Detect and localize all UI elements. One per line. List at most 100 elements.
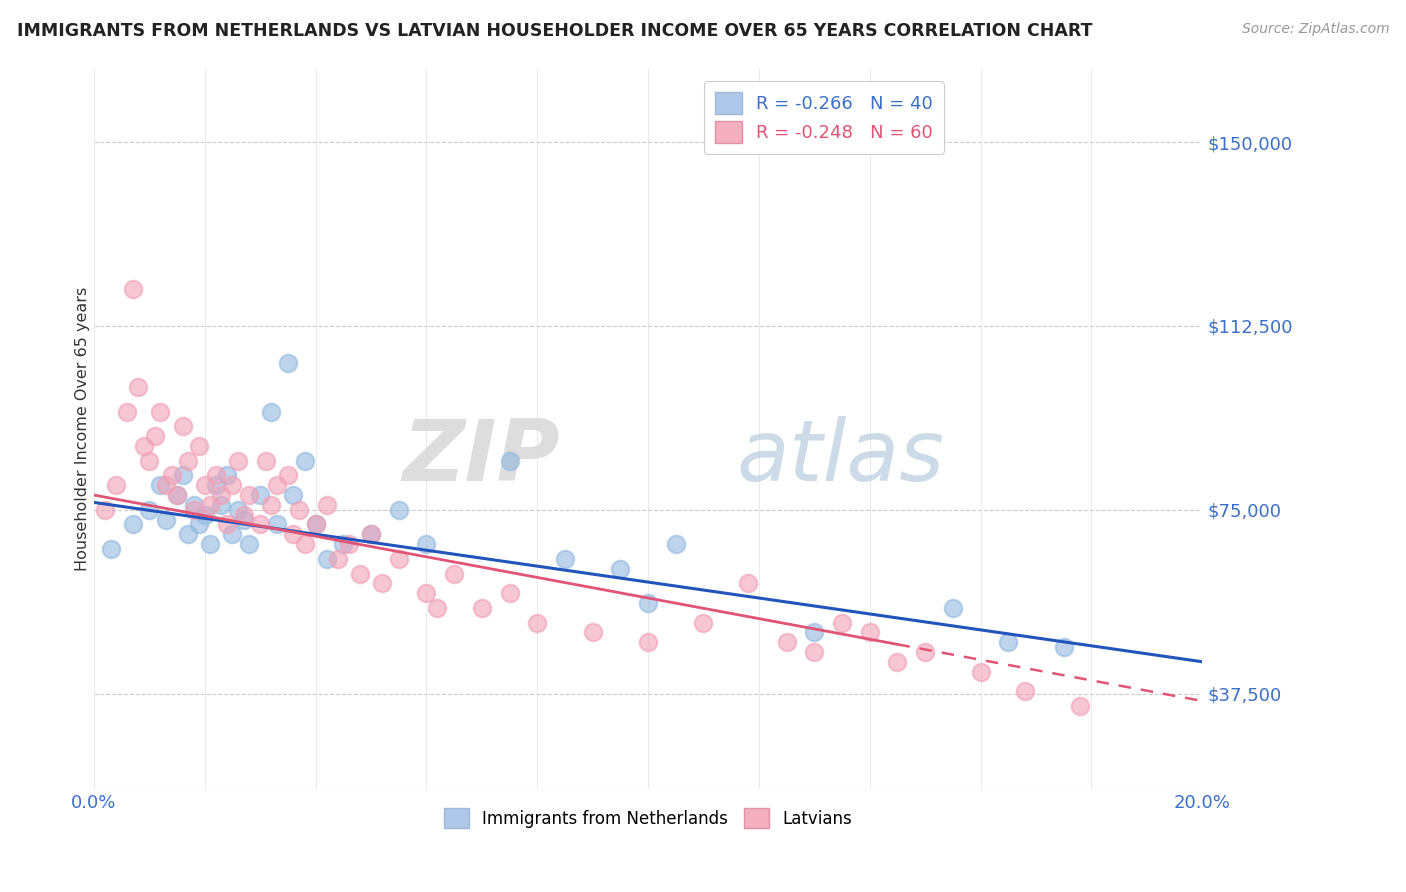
Point — [200, 537, 222, 551]
Point — [637, 596, 659, 610]
Point — [127, 380, 149, 394]
Point — [149, 405, 172, 419]
Point — [304, 517, 326, 532]
Point — [215, 468, 238, 483]
Point — [94, 502, 117, 516]
Point — [177, 454, 200, 468]
Point — [277, 468, 299, 483]
Point — [149, 478, 172, 492]
Point — [294, 537, 316, 551]
Text: atlas: atlas — [737, 417, 945, 500]
Point — [183, 502, 205, 516]
Point — [886, 655, 908, 669]
Point — [803, 625, 825, 640]
Point — [609, 561, 631, 575]
Point — [205, 468, 228, 483]
Point — [803, 645, 825, 659]
Point — [315, 551, 337, 566]
Point — [582, 625, 605, 640]
Point — [132, 439, 155, 453]
Point — [388, 502, 411, 516]
Point — [554, 551, 576, 566]
Text: ZIP: ZIP — [402, 417, 560, 500]
Point — [238, 488, 260, 502]
Point — [283, 488, 305, 502]
Point — [349, 566, 371, 581]
Point — [315, 498, 337, 512]
Point — [215, 517, 238, 532]
Point — [143, 429, 166, 443]
Point — [188, 517, 211, 532]
Point — [155, 512, 177, 526]
Point — [226, 454, 249, 468]
Point — [172, 468, 194, 483]
Point — [1069, 698, 1091, 713]
Point — [100, 541, 122, 556]
Point — [221, 527, 243, 541]
Point — [498, 586, 520, 600]
Point — [138, 454, 160, 468]
Point — [326, 551, 349, 566]
Point — [155, 478, 177, 492]
Point — [200, 498, 222, 512]
Point — [166, 488, 188, 502]
Point — [337, 537, 360, 551]
Point — [665, 537, 688, 551]
Point — [277, 356, 299, 370]
Point — [266, 478, 288, 492]
Point — [1014, 684, 1036, 698]
Point — [692, 615, 714, 630]
Point — [1053, 640, 1076, 654]
Point — [775, 635, 797, 649]
Point — [205, 478, 228, 492]
Point — [969, 665, 991, 679]
Point — [288, 502, 311, 516]
Point — [221, 478, 243, 492]
Point — [209, 498, 232, 512]
Point — [188, 439, 211, 453]
Point — [232, 512, 254, 526]
Point — [283, 527, 305, 541]
Point — [121, 282, 143, 296]
Point — [160, 468, 183, 483]
Point — [166, 488, 188, 502]
Point — [415, 586, 437, 600]
Point — [249, 488, 271, 502]
Point — [997, 635, 1019, 649]
Point — [260, 405, 283, 419]
Y-axis label: Householder Income Over 65 years: Householder Income Over 65 years — [76, 286, 90, 571]
Point — [115, 405, 138, 419]
Point — [183, 498, 205, 512]
Point — [232, 508, 254, 522]
Point — [194, 478, 217, 492]
Point — [526, 615, 548, 630]
Point — [238, 537, 260, 551]
Point — [249, 517, 271, 532]
Point — [138, 502, 160, 516]
Point — [859, 625, 882, 640]
Point — [360, 527, 382, 541]
Point — [177, 527, 200, 541]
Point — [209, 488, 232, 502]
Point — [105, 478, 128, 492]
Point — [388, 551, 411, 566]
Point — [637, 635, 659, 649]
Point — [260, 498, 283, 512]
Point — [914, 645, 936, 659]
Point — [831, 615, 853, 630]
Legend: Immigrants from Netherlands, Latvians: Immigrants from Netherlands, Latvians — [437, 801, 859, 835]
Point — [443, 566, 465, 581]
Point — [304, 517, 326, 532]
Point — [360, 527, 382, 541]
Point — [266, 517, 288, 532]
Point — [226, 502, 249, 516]
Point — [371, 576, 394, 591]
Point — [254, 454, 277, 468]
Text: IMMIGRANTS FROM NETHERLANDS VS LATVIAN HOUSEHOLDER INCOME OVER 65 YEARS CORRELAT: IMMIGRANTS FROM NETHERLANDS VS LATVIAN H… — [17, 22, 1092, 40]
Point — [471, 600, 494, 615]
Text: Source: ZipAtlas.com: Source: ZipAtlas.com — [1241, 22, 1389, 37]
Point — [121, 517, 143, 532]
Point — [737, 576, 759, 591]
Point — [332, 537, 354, 551]
Point — [194, 508, 217, 522]
